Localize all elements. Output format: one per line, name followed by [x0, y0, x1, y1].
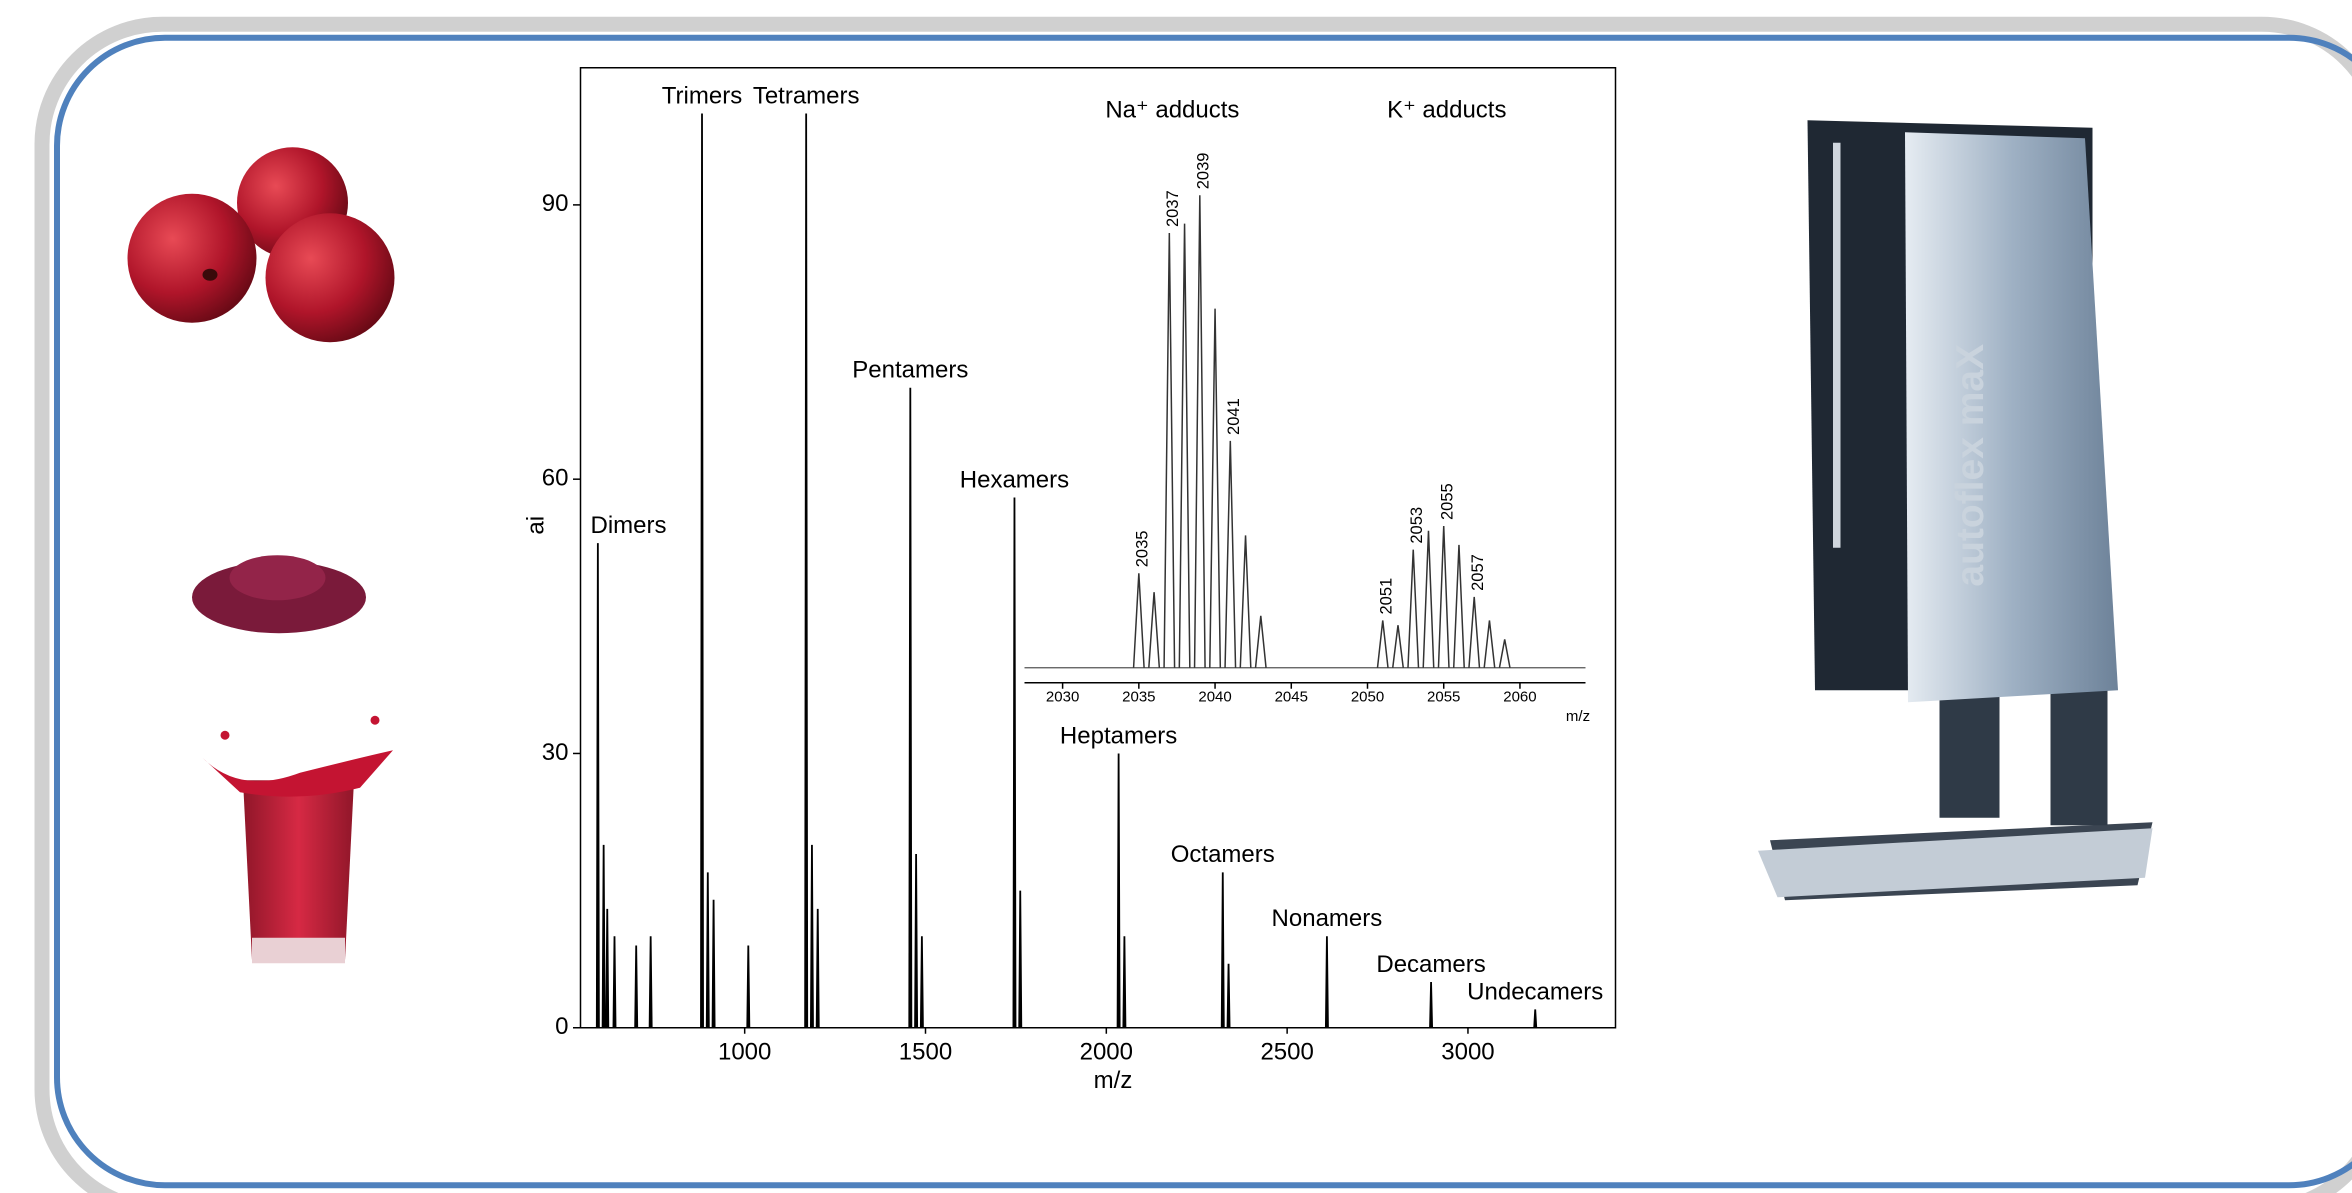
peak-mz-label: 2057 — [1469, 554, 1487, 591]
peak-mz-label: 2039 — [1195, 153, 1213, 190]
y-tick-label: 60 — [542, 465, 569, 492]
y-tick-label: 0 — [555, 1013, 568, 1040]
peak-annotation: Octamers — [1171, 841, 1275, 868]
peak — [1118, 753, 1120, 1027]
peak-mz-label: 2035 — [1134, 531, 1152, 568]
x-tick-label: 2035 — [1122, 689, 1155, 706]
peak-mz-label: 2051 — [1378, 578, 1396, 615]
y-tick-label: 90 — [542, 190, 569, 217]
x-tick-label: 2000 — [1080, 1039, 1133, 1066]
peak-mz-label: 2055 — [1439, 483, 1457, 520]
peak-mz-label: 2053 — [1408, 507, 1426, 544]
peak — [707, 872, 709, 1027]
peak — [1534, 1009, 1536, 1027]
peak-annotation: Nonamers — [1272, 905, 1383, 932]
figure: autoflex maX 1000 1500 2000 2500 3000 0 30 60 90… — [0, 0, 2352, 1193]
peak — [603, 845, 605, 1028]
peak — [1123, 936, 1125, 1027]
x-tick-label: 1500 — [899, 1039, 952, 1066]
peak-annotation: Decamers — [1376, 951, 1485, 978]
x-tick-label: 2045 — [1275, 689, 1308, 706]
peak-annotation: Tetramers — [753, 82, 860, 109]
peak — [597, 543, 599, 1028]
y-axis-label: ai — [522, 516, 549, 535]
peak-annotation: Pentamers — [852, 357, 968, 384]
peak — [747, 945, 749, 1027]
peak — [635, 945, 637, 1027]
peak — [650, 936, 652, 1027]
peak — [1013, 497, 1015, 1027]
x-tick-label: 1000 — [718, 1039, 771, 1066]
peak — [805, 113, 807, 1027]
peak — [909, 388, 911, 1028]
peak — [817, 909, 819, 1028]
peak — [1019, 891, 1021, 1028]
peak — [606, 909, 608, 1028]
instrument-label: autoflex maX — [1949, 344, 1992, 587]
x-axis-label: m/z — [1566, 708, 1590, 725]
x-tick-label: 2050 — [1351, 689, 1384, 706]
peak-annotation: Undecamers — [1467, 978, 1603, 1005]
x-axis-label: m/z — [1094, 1067, 1133, 1094]
peak — [1326, 936, 1328, 1027]
peak — [1228, 964, 1230, 1028]
peak-annotation: Heptamers — [1060, 722, 1177, 749]
x-tick-label: 2030 — [1046, 689, 1079, 706]
peak — [701, 113, 703, 1027]
x-tick-label: 2500 — [1260, 1039, 1313, 1066]
peak — [1430, 982, 1432, 1028]
peak-annotation: Dimers — [591, 512, 667, 539]
peak — [713, 900, 715, 1028]
x-tick-label: 2055 — [1427, 689, 1460, 706]
x-tick-label: 2040 — [1198, 689, 1231, 706]
peak — [811, 845, 813, 1028]
peak — [921, 936, 923, 1027]
peak — [1222, 872, 1224, 1027]
group-label: K⁺ adducts — [1387, 97, 1506, 124]
group-label: Na⁺ adducts — [1105, 97, 1239, 124]
x-tick-label: 2060 — [1503, 689, 1536, 706]
peak-annotation: Hexamers — [960, 466, 1069, 493]
y-tick-label: 30 — [542, 739, 569, 766]
peak-mz-label: 2037 — [1164, 190, 1182, 227]
peak — [613, 936, 615, 1027]
peak — [915, 854, 917, 1028]
x-tick-label: 3000 — [1441, 1039, 1494, 1066]
peak-annotation: Trimers — [662, 82, 742, 109]
peak-mz-label: 2041 — [1225, 398, 1243, 435]
